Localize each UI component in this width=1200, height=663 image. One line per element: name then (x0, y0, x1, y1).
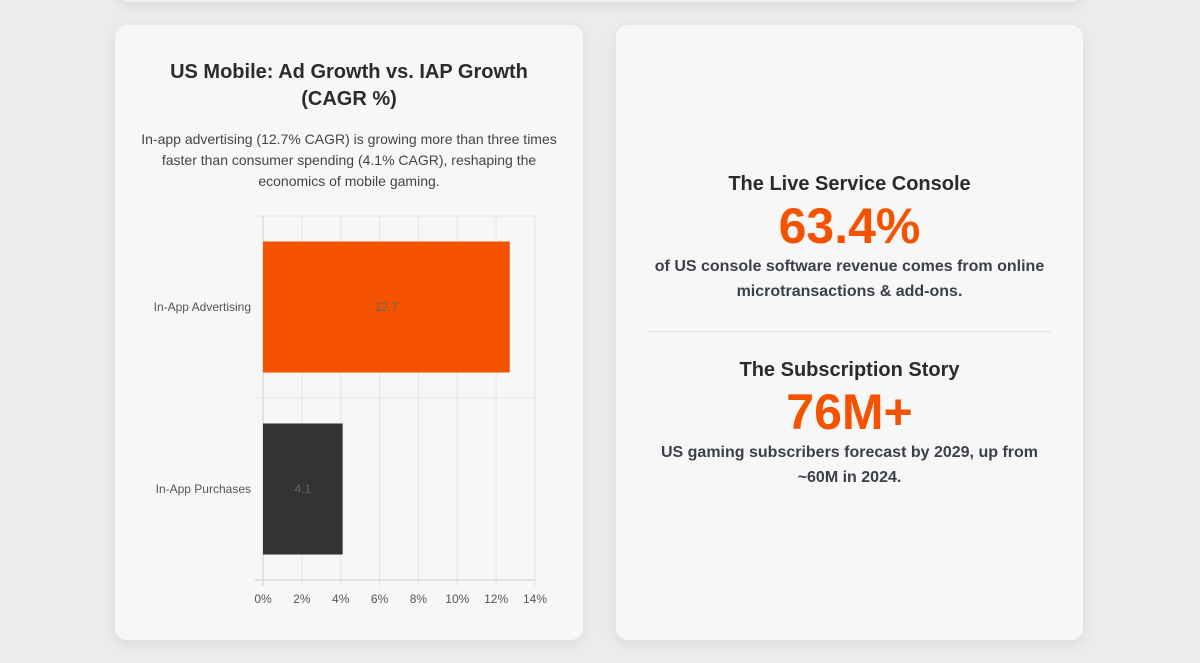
x-tick-label: 2% (293, 592, 311, 606)
stat-heading: The Subscription Story (739, 359, 960, 381)
chart-card: US Mobile: Ad Growth vs. IAP Growth (CAG… (115, 25, 583, 640)
x-tick-label: 8% (410, 592, 428, 606)
stat-live-service: The Live Service Console 63.4% of US con… (636, 173, 1063, 304)
x-tick-label: 10% (445, 592, 469, 606)
data-label: 4.1 (294, 482, 311, 496)
stat-value: 76M+ (786, 384, 913, 440)
stat-heading: The Live Service Console (728, 173, 971, 195)
x-tick-label: 6% (371, 592, 389, 606)
x-tick-label: 4% (332, 592, 350, 606)
stat-description: US gaming subscribers forecast by 2029, … (660, 444, 1038, 486)
stat-description: of US console software revenue comes fro… (654, 258, 1045, 300)
x-tick-label: 12% (484, 592, 508, 606)
bar (263, 241, 510, 373)
divider (648, 331, 1051, 332)
stats-card: The Live Service Console 63.4% of US con… (616, 25, 1083, 640)
bar (263, 423, 343, 555)
bar-chart: 0% 2% 4% 6% 8% 10% 12% 14% 12.7 In-App Advertisin… (154, 215, 547, 606)
y-tick-label: In-App Advertising (154, 300, 251, 314)
chart-title: US Mobile: Ad Growth vs. IAP Growth (CAG… (170, 61, 528, 110)
y-tick-label: In-App Purchases (156, 482, 251, 496)
x-tick-label: 14% (523, 592, 547, 606)
x-tick-label: 0% (254, 592, 272, 606)
stat-subscription: The Subscription Story 76M+ US gaming su… (636, 359, 1063, 490)
previous-card (118, 0, 1082, 2)
chart-subtitle: In-app advertising (12.7% CAGR) is growi… (141, 131, 557, 189)
stat-value: 63.4% (778, 198, 921, 254)
data-label: 12.7 (375, 300, 399, 314)
